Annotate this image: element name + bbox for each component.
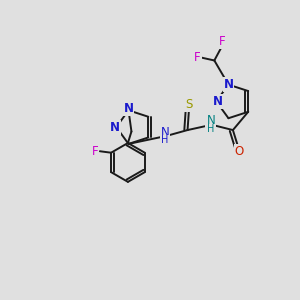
Text: N: N	[224, 78, 233, 91]
Text: N: N	[213, 95, 223, 108]
Text: N: N	[110, 121, 120, 134]
Text: F: F	[219, 35, 226, 48]
Text: F: F	[194, 51, 201, 64]
Text: F: F	[92, 145, 98, 158]
Text: H: H	[161, 135, 169, 146]
Text: S: S	[185, 98, 193, 111]
Text: N: N	[206, 114, 215, 128]
Text: N: N	[161, 126, 170, 139]
Text: O: O	[235, 145, 244, 158]
Text: N: N	[124, 102, 134, 115]
Text: H: H	[207, 124, 214, 134]
